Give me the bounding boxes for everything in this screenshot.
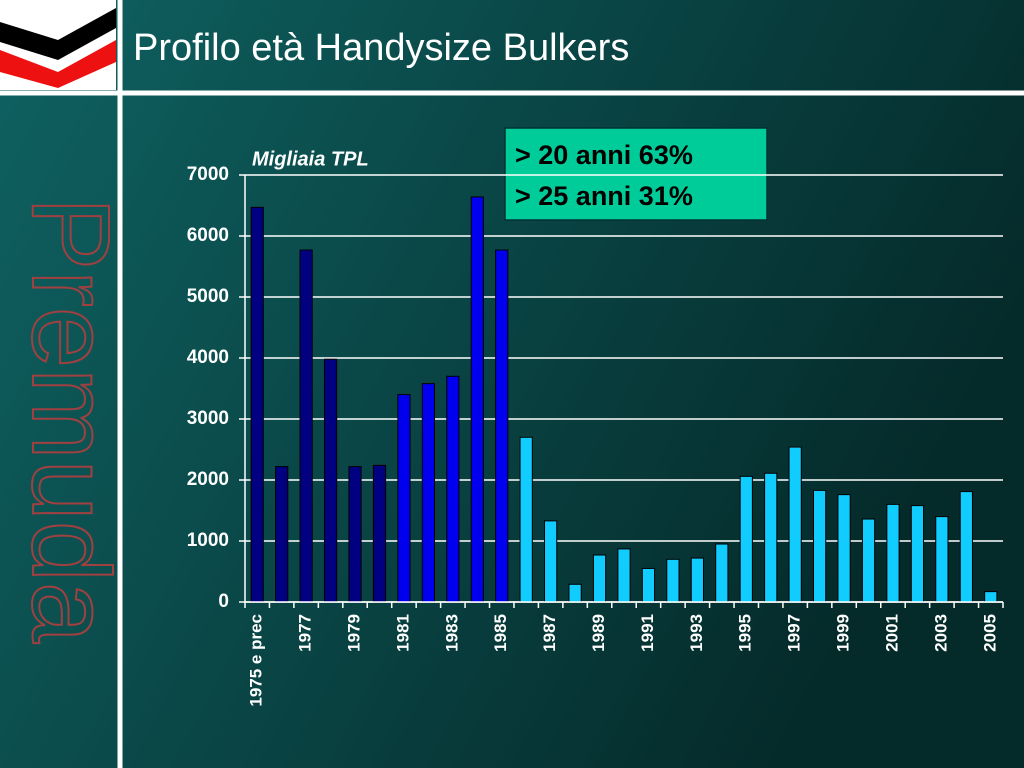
x-tick-label: 1975 e prec bbox=[247, 614, 266, 707]
x-tick-label: 2001 bbox=[882, 614, 901, 652]
y-tick-label: 3000 bbox=[187, 408, 229, 429]
x-tick-label: 1991 bbox=[638, 614, 657, 652]
bar bbox=[837, 494, 851, 603]
bar bbox=[446, 375, 460, 603]
x-tick-label: 1977 bbox=[296, 614, 315, 652]
x-tick-label: 1997 bbox=[785, 614, 804, 652]
y-tick-label: 0 bbox=[218, 591, 229, 612]
x-tick-label: 1989 bbox=[589, 614, 608, 652]
x-tick-label: 1993 bbox=[687, 614, 706, 652]
bar bbox=[959, 491, 973, 603]
x-tick-label: 1987 bbox=[540, 614, 559, 652]
bar bbox=[813, 489, 827, 603]
bar bbox=[323, 358, 338, 603]
annotation: > 25 anni 31% bbox=[515, 181, 693, 211]
x-tick-label: 2003 bbox=[931, 614, 950, 652]
annotation: > 20 anni 63% bbox=[515, 140, 693, 170]
y-tick-label: 6000 bbox=[187, 225, 229, 246]
bar bbox=[666, 558, 680, 603]
watermark: Premuda bbox=[9, 197, 132, 644]
bar bbox=[886, 503, 900, 603]
bar bbox=[641, 567, 656, 603]
bar bbox=[519, 436, 533, 603]
y-tick-label: 7000 bbox=[187, 164, 229, 185]
x-tick-label: 1995 bbox=[736, 614, 755, 652]
bar bbox=[861, 518, 876, 603]
annotation-box bbox=[504, 127, 768, 221]
bar bbox=[544, 520, 558, 603]
bar bbox=[764, 472, 778, 603]
bar bbox=[984, 591, 998, 603]
unit-label: Migliaia TPL bbox=[252, 148, 369, 170]
bar bbox=[715, 543, 729, 603]
bar bbox=[372, 464, 387, 603]
bar bbox=[348, 466, 362, 603]
x-tick-label: 1981 bbox=[393, 614, 412, 652]
bar bbox=[690, 557, 704, 603]
bar bbox=[617, 548, 631, 603]
bar bbox=[935, 516, 949, 603]
bar bbox=[397, 394, 411, 603]
bar bbox=[495, 249, 509, 603]
x-tick-label: 1979 bbox=[345, 614, 364, 652]
y-tick-label: 5000 bbox=[187, 286, 229, 307]
bar bbox=[470, 196, 484, 603]
bar bbox=[250, 206, 264, 603]
bar bbox=[910, 505, 925, 603]
y-tick-label: 4000 bbox=[187, 347, 229, 368]
x-tick-label: 1983 bbox=[442, 614, 461, 652]
bar bbox=[592, 554, 607, 603]
bar bbox=[788, 446, 802, 603]
bar bbox=[568, 583, 582, 603]
slide-title: Profilo età Handysize Bulkers bbox=[133, 27, 629, 69]
logo bbox=[0, 0, 116, 90]
y-tick-label: 1000 bbox=[187, 530, 229, 551]
bar bbox=[299, 249, 313, 603]
x-tick-label: 2005 bbox=[980, 614, 999, 652]
bar bbox=[421, 383, 436, 603]
bar bbox=[739, 475, 753, 603]
bar bbox=[275, 466, 289, 603]
x-tick-label: 1985 bbox=[491, 614, 510, 652]
x-tick-label: 1999 bbox=[834, 614, 853, 652]
y-tick-label: 2000 bbox=[187, 469, 229, 490]
